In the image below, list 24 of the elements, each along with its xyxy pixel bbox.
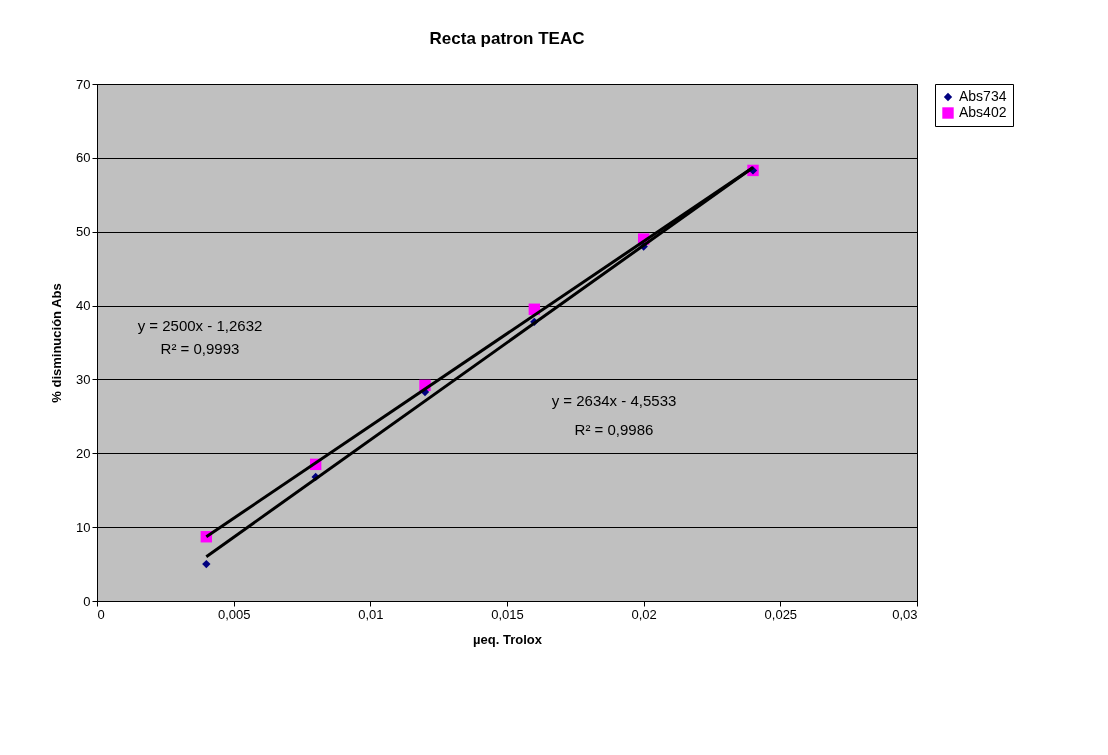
y-axis-title: % disminución Abs (49, 283, 65, 403)
x-tick-label: 0,025 (764, 606, 798, 622)
x-tick-label: 0,005 (217, 606, 251, 622)
annotation: y = 2634x - 4,5533 (551, 392, 677, 409)
legend-label: Abs734 (959, 88, 1007, 104)
legend-label: Abs402 (959, 104, 1007, 120)
x-tick-label: 0 (97, 606, 105, 622)
annotation: y = 2500x - 1,2632 (137, 317, 263, 334)
y-tick-label: 20 (76, 445, 91, 461)
x-tick-label: 0,03 (892, 606, 918, 622)
x-tick-label: 0,015 (491, 606, 524, 622)
y-tick-label: 30 (76, 371, 91, 387)
annotation: R² = 0,9986 (574, 421, 654, 438)
y-tick-label: 50 (76, 224, 91, 240)
chart-title: Recta patron TEAC (429, 29, 585, 48)
y-tick-label: 0 (83, 593, 91, 609)
y-tick-label: 60 (76, 150, 91, 166)
annotation: R² = 0,9993 (160, 340, 240, 357)
x-tick-label: 0,02 (631, 606, 657, 622)
y-tick-label: 10 (76, 519, 91, 535)
x-axis-title: µeq. Trolox (473, 631, 543, 647)
y-tick-label: 70 (76, 76, 91, 92)
y-tick-label: 40 (76, 298, 91, 314)
x-tick-label: 0,01 (358, 606, 384, 622)
